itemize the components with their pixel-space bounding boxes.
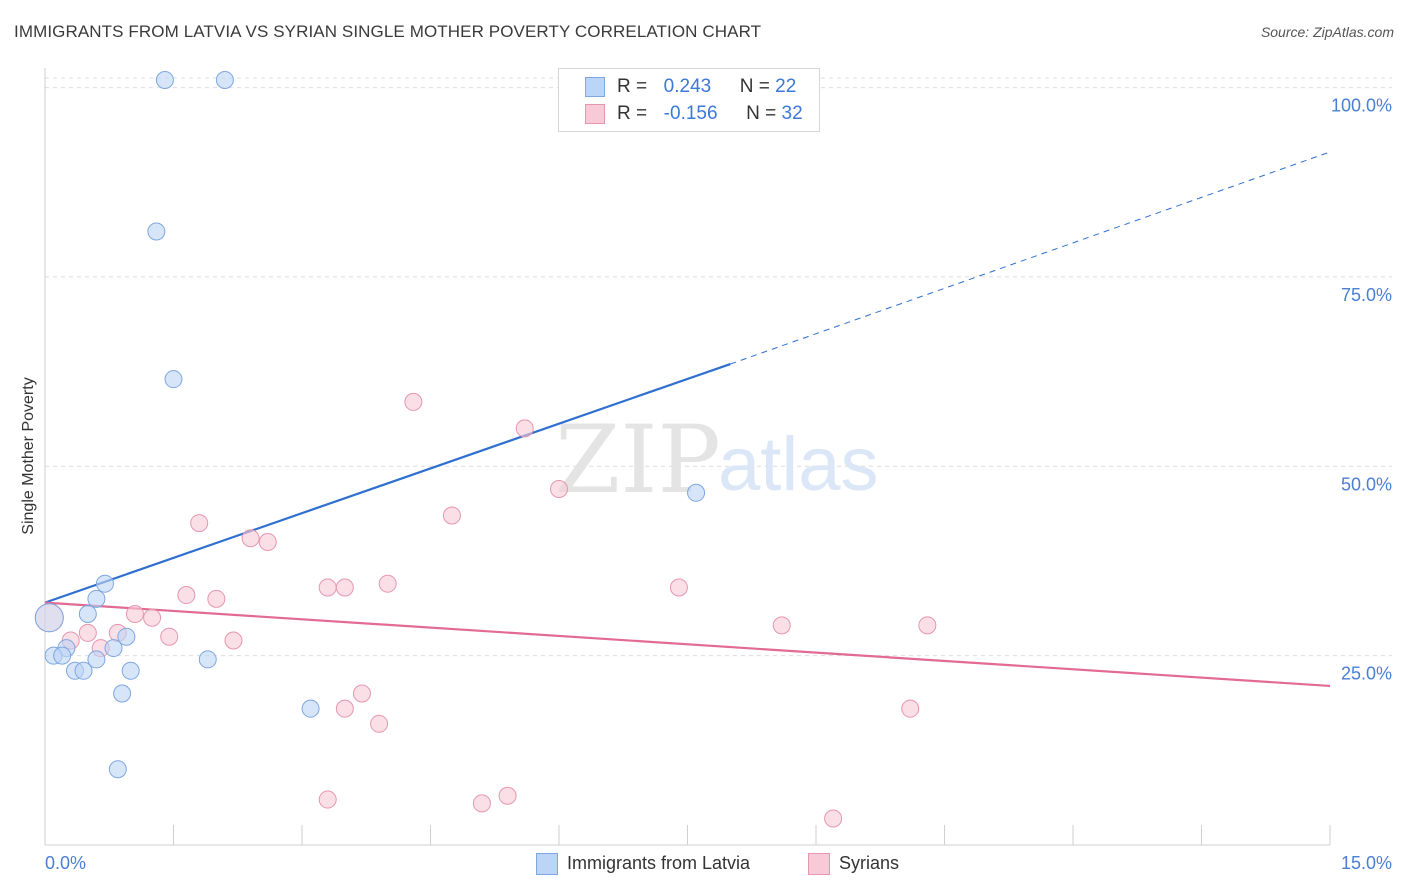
bottom-legend-label-latvia: Immigrants from Latvia (567, 853, 751, 873)
latvia-point (687, 483, 706, 502)
legend-r-label: R = (617, 103, 648, 124)
latvia-point (164, 370, 183, 389)
x-tick-label: 0.0% (45, 853, 86, 873)
latvia-point (53, 646, 72, 665)
legend-r-value: 0.243 (663, 76, 712, 97)
latvia-point (198, 650, 217, 669)
syrians-point (335, 578, 354, 597)
legend-r-value: -0.156 (663, 103, 718, 124)
legend-swatch-syrians (585, 104, 605, 124)
legend-swatch-latvia (585, 77, 605, 97)
latvia-point (155, 71, 174, 89)
syrians-point (370, 714, 389, 733)
latvia-point (78, 604, 97, 623)
bottom-legend-label-syrians: Syrians (839, 853, 900, 873)
legend-n-value: 22 (775, 76, 797, 97)
data-points (34, 71, 937, 828)
y-tick-label: 25.0% (1341, 664, 1392, 684)
x-tick-label: 15.0% (1341, 853, 1392, 873)
latvia-point (113, 684, 132, 703)
watermark-atlas: atlas (718, 422, 879, 507)
legend-r-label: R = (617, 76, 648, 97)
trend-line-latvia-extension (730, 151, 1331, 365)
syrians-point (318, 578, 337, 597)
correlation-legend: R = 0.243 N = 22 R = -0.156 N = 32 (558, 68, 820, 132)
latvia-point (215, 71, 234, 89)
syrians-point (442, 506, 461, 525)
axes (44, 68, 1331, 846)
syrians-point (901, 699, 920, 718)
syrians-point (335, 699, 354, 718)
y-tick-label: 100.0% (1331, 96, 1392, 116)
trend-line-syrians (44, 601, 1331, 688)
latvia-point (87, 650, 106, 669)
latvia-point (87, 589, 106, 608)
syrians-point (318, 790, 337, 809)
legend-n-value: 32 (781, 103, 803, 124)
syrians-point (550, 480, 568, 499)
grid-lines (45, 77, 1392, 657)
y-tick-label: 50.0% (1341, 474, 1392, 494)
syrians-point (498, 786, 517, 805)
bottom-legend-swatch-latvia (536, 853, 558, 875)
latvia-point (34, 603, 64, 633)
syrians-point (143, 608, 162, 627)
latvia-point (104, 639, 123, 658)
syrians-point (669, 578, 688, 597)
syrians-point (515, 419, 534, 438)
syrians-point (404, 392, 423, 411)
legend-n-label: N = (739, 76, 770, 97)
legend-n-label: N = (746, 103, 777, 124)
tick-labels: 100.0% 75.0% 50.0% 25.0% 0.0% 15.0% (45, 96, 1392, 873)
syrians-point (190, 514, 209, 533)
latvia-point (147, 222, 166, 241)
y-axis-label: Single Mother Poverty (20, 377, 37, 535)
chart-title: IMMIGRANTS FROM LATVIA VS SYRIAN SINGLE … (14, 22, 762, 41)
y-tick-label: 75.0% (1341, 285, 1392, 305)
syrians-point (258, 533, 277, 552)
latvia-point (74, 661, 93, 680)
syrians-point (241, 529, 260, 548)
syrians-point (160, 627, 179, 646)
syrians-point (125, 604, 144, 623)
latvia-point (117, 627, 136, 646)
syrians-point (472, 794, 491, 813)
latvia-point (301, 699, 320, 718)
syrians-point (772, 616, 791, 635)
syrians-point (177, 586, 196, 605)
trend-lines (44, 151, 1331, 688)
syrians-point (224, 631, 243, 650)
latvia-point (95, 574, 114, 593)
syrians-point (824, 809, 843, 828)
syrians-point (378, 574, 397, 593)
trend-line-latvia (44, 362, 731, 604)
syrians-point (78, 623, 97, 642)
latvia-point (121, 661, 140, 680)
syrians-point (918, 616, 937, 635)
legend-text-syrians: R = -0.156 N = 32 (617, 103, 803, 125)
syrians-point (207, 589, 226, 608)
chart-source: Source: ZipAtlas.com (1260, 24, 1394, 40)
legend-text-latvia: R = 0.243 N = 22 (617, 76, 796, 98)
syrians-point (352, 684, 371, 703)
latvia-point (108, 760, 127, 779)
bottom-legend-swatch-syrians (808, 853, 830, 875)
